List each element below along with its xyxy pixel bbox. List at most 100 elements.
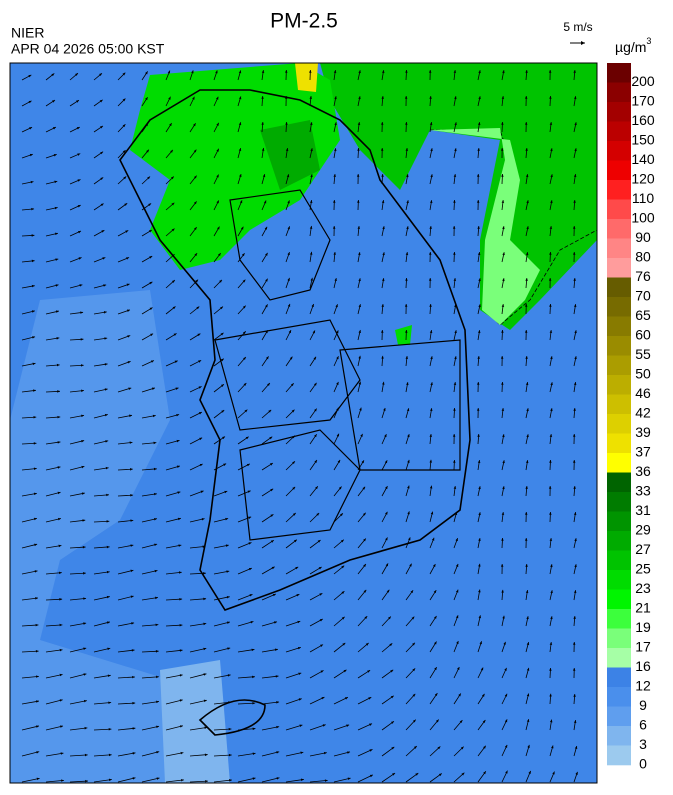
legend-swatch	[607, 589, 631, 610]
wind-arrow-head	[549, 330, 553, 333]
wind-arrow	[261, 701, 280, 705]
wind-arrow-head	[287, 303, 291, 307]
wind-arrow-head	[477, 460, 481, 463]
wind-arrow	[165, 649, 183, 653]
wind-arrow-head	[80, 338, 84, 341]
wind-arrow-head	[407, 511, 410, 515]
wind-arrow-head	[549, 304, 552, 307]
wind-arrow-head	[52, 127, 56, 130]
wind-arrow-head	[103, 284, 107, 287]
wind-arrow-head	[411, 616, 415, 620]
wind-arrow	[333, 751, 351, 757]
wind-arrow-head	[292, 435, 295, 439]
wind-arrow-head	[501, 538, 504, 541]
wind-arrow-head	[410, 590, 414, 594]
legend-swatch	[607, 570, 631, 590]
wind-arrow-head	[194, 227, 197, 231]
wind-arrow-head	[171, 228, 175, 232]
wind-arrow-head	[287, 200, 290, 204]
wind-arrow-head	[55, 284, 59, 287]
wind-arrow-head	[100, 151, 104, 155]
wind-arrow	[21, 624, 39, 627]
wind-arrow-head	[106, 570, 110, 574]
wind-arrow-head	[57, 491, 61, 495]
wind-arrow-head	[83, 647, 87, 650]
wind-arrow-head	[126, 257, 130, 260]
wind-arrow-head	[77, 205, 81, 208]
wind-arrow-head	[104, 363, 108, 366]
wind-arrow-head	[167, 70, 171, 74]
legend-label: 65	[635, 307, 651, 323]
wind-arrow-head	[431, 537, 435, 541]
wind-arrow-head	[549, 434, 553, 437]
map	[9, 62, 598, 784]
wind-arrow-head	[502, 460, 505, 464]
wind-arrow	[333, 777, 351, 783]
wind-arrow-head	[476, 200, 480, 203]
legend-swatch	[607, 531, 631, 551]
wind-arrow-head	[198, 360, 202, 363]
wind-arrow-head	[478, 538, 481, 541]
wind-arrow	[21, 725, 40, 731]
wind-arrow-head	[33, 416, 37, 419]
wind-arrow-head	[123, 176, 127, 180]
wind-arrow-head	[261, 70, 265, 73]
wind-arrow-head	[170, 176, 174, 180]
wind-arrow-head	[437, 746, 441, 750]
wind-arrow-head	[177, 517, 181, 521]
wind-arrow-head	[243, 356, 246, 360]
coastline	[119, 89, 471, 611]
wind-arrow-head	[156, 751, 160, 754]
wind-arrow-head	[413, 746, 417, 749]
wind-arrow-head	[525, 486, 528, 489]
wind-arrow-head	[408, 537, 411, 541]
wind-arrow-head	[501, 304, 505, 307]
wind-arrow-head	[549, 122, 553, 125]
wind-arrow-head	[239, 200, 243, 204]
wind-arrow-head	[51, 73, 55, 77]
wind-arrow-head	[32, 336, 36, 339]
wind-arrow-head	[358, 252, 361, 256]
wind-arrow-head	[178, 571, 182, 574]
wind-arrow-head	[478, 615, 482, 619]
wind-arrow-head	[82, 519, 86, 522]
wind-arrow-head	[105, 466, 109, 470]
wind-arrow-head	[284, 96, 288, 99]
wind-arrow-head	[100, 125, 103, 129]
wind-arrow	[261, 675, 279, 679]
wind-arrow-head	[385, 537, 388, 541]
wind-arrow-head	[252, 752, 256, 755]
wind-arrow-head	[429, 434, 433, 437]
wind-arrow-head	[336, 330, 339, 334]
wind-arrow-head	[202, 545, 206, 548]
wind-arrow-head	[177, 491, 181, 494]
wind-arrow-head	[430, 356, 433, 360]
wind-arrow-head	[364, 616, 368, 619]
wind-arrow-head	[311, 304, 314, 308]
wind-arrow-head	[29, 153, 33, 157]
wind-arrow-head	[572, 226, 576, 229]
wind-arrow-head	[265, 330, 268, 334]
wind-arrow-head	[313, 356, 317, 360]
wind-arrow-head	[574, 122, 577, 126]
wind-arrow-head	[573, 408, 576, 411]
wind-arrow-head	[107, 674, 111, 678]
wind-arrow-head	[205, 779, 208, 783]
wind-arrow-head	[412, 668, 416, 672]
wind-arrow	[213, 701, 232, 705]
wind-arrow-head	[407, 434, 410, 438]
wind-arrow-head	[390, 695, 394, 699]
wind-arrow-head	[380, 330, 384, 333]
wind-arrow-head	[287, 226, 290, 230]
wind-arrow	[141, 676, 159, 679]
wind-arrow-head	[478, 512, 481, 516]
wind-arrow-head	[246, 463, 250, 467]
wind-arrow-head	[132, 752, 136, 755]
wind-arrow-head	[83, 597, 87, 600]
wind-arrow-head	[573, 590, 577, 594]
wind-arrow-head	[453, 174, 457, 177]
wind-arrow-head	[382, 252, 385, 256]
wind-arrow-head	[573, 616, 576, 619]
legend-swatch	[607, 238, 631, 259]
legend-label: 50	[635, 366, 651, 382]
